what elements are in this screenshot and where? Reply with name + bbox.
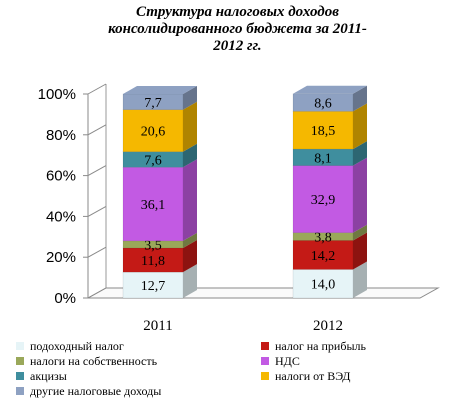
bar-segment-side <box>353 224 367 241</box>
bar-segment-side <box>183 86 197 110</box>
stacked-bar-chart: 0% 20% 40% 60% 80% 100% 12,7 11,83,5 36,1 7,6 20,6… <box>38 83 440 334</box>
bar-segment-side <box>183 143 197 168</box>
legend-item: НДС <box>261 354 300 368</box>
bar-segment <box>122 247 184 273</box>
bar-segment <box>292 111 354 150</box>
bar-segment-side <box>183 264 197 298</box>
legend-swatch <box>16 387 24 395</box>
legend-swatch <box>16 372 24 380</box>
bar-top <box>293 85 367 94</box>
bar-top <box>123 86 197 94</box>
legend-label: налог на прибыль <box>275 339 366 353</box>
bar-segment-side <box>183 159 197 241</box>
bar-segment <box>292 165 354 233</box>
legend-label: подоходный налог <box>30 339 124 353</box>
y-tick-label: 20% <box>46 249 76 266</box>
legend-swatch <box>16 357 24 365</box>
legend-item: налоги от ВЭД <box>261 369 350 383</box>
x-tick-label: 2012 <box>313 318 343 334</box>
data-label: 7,6 <box>144 153 162 168</box>
data-label: 20,6 <box>141 125 166 140</box>
bar-segment-side <box>353 232 367 270</box>
y-tick-diagonal <box>87 246 107 258</box>
data-label: 3,5 <box>144 238 162 253</box>
data-label: 18,5 <box>311 124 336 139</box>
data-label: 12,7 <box>141 279 166 294</box>
legend-swatch <box>16 342 24 350</box>
y-tick-diagonal <box>87 287 107 299</box>
data-label: 14,0 <box>311 278 336 293</box>
legend-swatch <box>261 372 269 380</box>
legend-label: акцизы <box>30 369 67 383</box>
data-label: 32,9 <box>311 193 336 208</box>
legend-swatch <box>261 357 269 365</box>
x-tick-label: 2011 <box>143 318 172 334</box>
y-tick-label: 0% <box>54 290 76 307</box>
legend-item: налог на прибыль <box>261 339 366 353</box>
chart-title: Структура налоговых доходов консолидиров… <box>0 4 475 55</box>
bar-segment-side <box>353 141 367 166</box>
legend-label: налоги на собственность <box>30 354 158 368</box>
bar-segment-side <box>183 101 197 152</box>
y-tick-diagonal <box>87 165 107 177</box>
data-label: 3,8 <box>314 231 332 246</box>
chart-title-line-3: 2012 гг. <box>213 38 262 54</box>
legend-item: налоги на собственность <box>16 354 157 368</box>
legend-item: акцизы <box>16 369 67 383</box>
bar-segment <box>292 269 354 299</box>
y-tick-label: 40% <box>46 208 76 225</box>
bar-segment-side <box>183 240 197 273</box>
legend-label: другие налоговые доходы <box>30 384 162 398</box>
data-label: 8,1 <box>314 151 332 166</box>
y-tick-label: 100% <box>38 86 76 103</box>
data-label: 8,6 <box>314 97 332 112</box>
y-tick-diagonal <box>87 205 107 217</box>
legend-swatch <box>261 342 269 350</box>
y-tick-label: 60% <box>46 168 76 185</box>
bar-segment-side <box>353 157 367 233</box>
data-label: 7,7 <box>144 96 162 111</box>
data-label: 36,1 <box>141 198 166 213</box>
bar-segment-side <box>183 232 197 249</box>
legend-label: налоги от ВЭД <box>275 369 351 383</box>
y-tick-label: 80% <box>46 127 76 144</box>
bar-segment-side <box>353 103 367 150</box>
legend-item: подоходный налог <box>16 339 124 353</box>
data-label: 11,8 <box>141 254 165 269</box>
bar-segment <box>292 240 354 270</box>
bar-segment-side <box>353 261 367 298</box>
chart-title-line-1: Структура налоговых доходов <box>136 4 339 20</box>
chart-title-line-2: консолидированного бюджета за 2011- <box>108 21 367 37</box>
data-label: 14,2 <box>311 249 336 264</box>
y-tick-diagonal <box>87 124 107 136</box>
bar-segment-side <box>353 85 367 112</box>
legend-item: другие налоговые доходы <box>16 384 161 398</box>
legend-label: НДС <box>275 354 300 368</box>
y-tick-diagonal <box>87 83 107 95</box>
bar-segment <box>122 166 184 242</box>
